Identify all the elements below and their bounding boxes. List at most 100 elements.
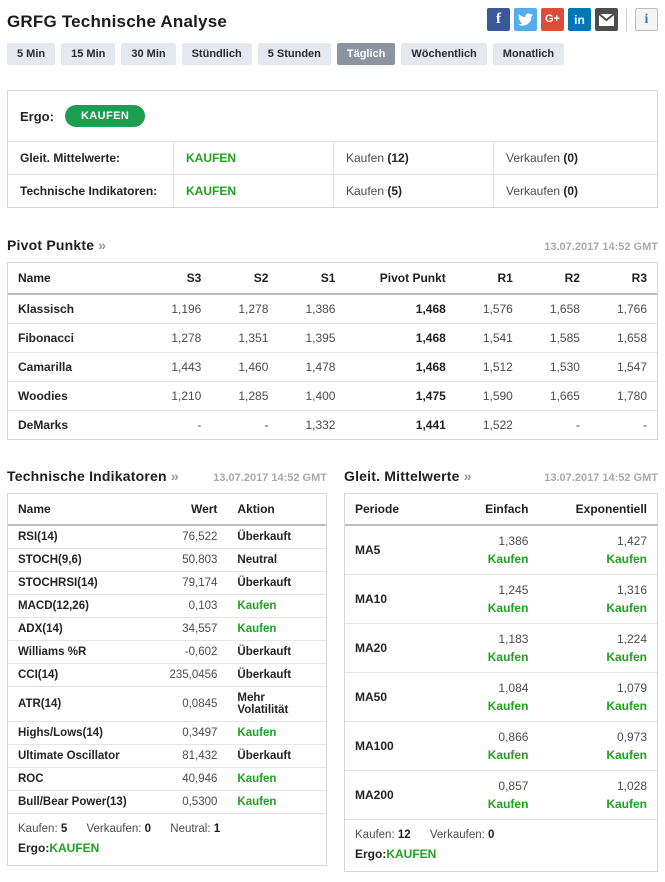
pivot-r3: 1,766 bbox=[616, 302, 647, 316]
pivot-point-value: 1,475 bbox=[345, 381, 456, 411]
indicator-action: Kaufen bbox=[227, 767, 326, 791]
timeframe-tab[interactable]: 5 Min bbox=[7, 43, 56, 65]
envelope-icon bbox=[599, 13, 614, 26]
twitter-bird-icon bbox=[518, 13, 533, 26]
timeframe-tab[interactable]: Stündlich bbox=[181, 43, 252, 65]
ergo-signal: KAUFEN bbox=[49, 841, 100, 855]
buy-label: Kaufen bbox=[346, 184, 385, 198]
pivot-s1: 1,395 bbox=[278, 323, 346, 353]
timeframe-tab[interactable]: 30 Min bbox=[121, 43, 176, 65]
pivot-r2: 1,530 bbox=[522, 352, 590, 382]
ma-simple-action: Kaufen bbox=[487, 650, 529, 664]
ma-section-head: Gleit. Mittelwerte » 13.07.2017 14:52 GM… bbox=[344, 468, 658, 484]
column-header: Periode bbox=[345, 494, 433, 526]
pivot-r3: 1,547 bbox=[589, 352, 657, 382]
ma-simple-cell: 0,866 Kaufen bbox=[432, 721, 539, 771]
pivot-r1: 1,541 bbox=[455, 323, 523, 353]
pivot-header-row: Name S3 S2 S1 Pivot Punkt R1 R2 R3 bbox=[8, 263, 657, 295]
indicators-ergo-line: Ergo:KAUFEN bbox=[18, 841, 316, 855]
indicator-value: 50,803 bbox=[151, 548, 228, 572]
ma-row: MA10 1,245 Kaufen 1,316 Kaufen bbox=[345, 574, 657, 624]
pivot-s2: 1,278 bbox=[238, 302, 269, 316]
ma-timestamp: 13.07.2017 14:52 GMT bbox=[544, 472, 658, 484]
column-header: Einfach bbox=[432, 494, 539, 526]
ma-exponential-cell: 1,028 Kaufen bbox=[538, 770, 657, 819]
pivot-s3: - bbox=[144, 410, 212, 439]
facebook-icon: f bbox=[496, 11, 501, 27]
summary-buy-count: Kaufen (12) bbox=[333, 142, 493, 174]
indicator-row: Bull/Bear Power(13) 0,5300 Kaufen bbox=[8, 790, 326, 813]
social-share-bar: f G+ in i bbox=[487, 8, 658, 31]
indicator-row: MACD(12,26) 0,103 Kaufen bbox=[8, 594, 326, 618]
pivot-name: Klassisch bbox=[18, 302, 75, 316]
timeframe-tab[interactable]: 5 Stunden bbox=[257, 43, 331, 65]
timeframe-tab[interactable]: Monatlich bbox=[492, 43, 565, 65]
bottom-columns: Technische Indikatoren » 13.07.2017 14:5… bbox=[7, 468, 658, 872]
ma-simple-cell: 1,183 Kaufen bbox=[432, 623, 539, 673]
email-share-button[interactable] bbox=[595, 8, 618, 31]
indicator-name: STOCHRSI(14) bbox=[8, 571, 152, 595]
ma-exponential-action: Kaufen bbox=[606, 797, 647, 811]
info-button[interactable]: i bbox=[635, 8, 658, 31]
pivot-s3: 1,443 bbox=[144, 352, 212, 382]
neutral-label: Neutral: bbox=[170, 823, 211, 835]
indicators-summary-counts: Kaufen: 5 Verkaufen: 0 Neutral: 1 bbox=[18, 823, 316, 835]
ma-table: Periode Einfach Exponentiell MA5 1,386 K bbox=[345, 494, 657, 819]
column-header: S1 bbox=[278, 263, 346, 295]
pivot-s1: 1,400 bbox=[278, 381, 346, 411]
ma-section-title-link[interactable]: Gleit. Mittelwerte » bbox=[344, 468, 472, 484]
moving-averages-section: Gleit. Mittelwerte » 13.07.2017 14:52 GM… bbox=[344, 468, 658, 872]
ma-period: MA100 bbox=[345, 721, 433, 771]
pivot-s3: 1,210 bbox=[144, 381, 212, 411]
indicator-name: ROC bbox=[8, 767, 152, 791]
neutral-count: 1 bbox=[213, 823, 221, 835]
column-header: Exponentiell bbox=[538, 494, 657, 526]
pivot-table-box: Name S3 S2 S1 Pivot Punkt R1 R2 R3 Klassisch 1,… bbox=[7, 262, 658, 440]
ma-simple-action: Kaufen bbox=[487, 699, 529, 713]
linkedin-share-button[interactable]: in bbox=[568, 8, 591, 31]
column-header: Wert bbox=[151, 494, 228, 526]
summary-sell-count: Verkaufen (0) bbox=[493, 175, 657, 207]
ma-period: MA50 bbox=[345, 672, 433, 722]
ma-exponential-cell: 1,224 Kaufen bbox=[538, 623, 657, 673]
ma-row: MA20 1,183 Kaufen 1,224 Kaufen bbox=[345, 623, 657, 673]
ma-simple-value: 1,183 bbox=[498, 632, 529, 646]
pivot-section-title-link[interactable]: Pivot Punkte » bbox=[7, 237, 106, 253]
pivot-r3: 1,658 bbox=[589, 323, 657, 353]
indicator-action: Überkauft bbox=[227, 571, 326, 595]
pivot-r2: 1,658 bbox=[549, 302, 580, 316]
pivot-s2: 1,351 bbox=[211, 323, 279, 353]
pivot-r1: 1,522 bbox=[455, 410, 523, 439]
pivot-point-value: 1,468 bbox=[345, 323, 456, 353]
indicators-timestamp: 13.07.2017 14:52 GMT bbox=[213, 472, 327, 484]
summary-box: Ergo: KAUFEN Gleit. Mittelwerte: KAUFEN … bbox=[7, 90, 658, 208]
column-header: Name bbox=[8, 494, 152, 526]
buy-count: 5 bbox=[60, 823, 68, 835]
pivot-r2: 1,585 bbox=[522, 323, 590, 353]
pivot-table: Name S3 S2 S1 Pivot Punkt R1 R2 R3 Klassisch 1,… bbox=[8, 263, 657, 439]
ma-row: MA100 0,866 Kaufen 0,973 Kaufen bbox=[345, 721, 657, 771]
timeframe-tab[interactable]: Wöchentlich bbox=[401, 43, 487, 65]
summary-buy-count: Kaufen (5) bbox=[333, 175, 493, 207]
column-header: Pivot Punkt bbox=[345, 263, 456, 295]
pivot-name: Camarilla bbox=[8, 352, 145, 382]
facebook-share-button[interactable]: f bbox=[487, 8, 510, 31]
ma-simple-value: 1,245 bbox=[498, 583, 529, 597]
pivot-r3: - bbox=[589, 410, 657, 439]
indicator-name: ATR(14) bbox=[8, 686, 152, 722]
twitter-share-button[interactable] bbox=[514, 8, 537, 31]
indicator-action: Kaufen bbox=[227, 790, 326, 813]
indicator-action: Mehr Volatilität bbox=[227, 686, 326, 722]
timeframe-tab[interactable]: Täglich bbox=[336, 43, 396, 65]
pivot-s2: 1,460 bbox=[211, 352, 279, 382]
googleplus-share-button[interactable]: G+ bbox=[541, 8, 564, 31]
timeframe-tab[interactable]: 15 Min bbox=[61, 43, 116, 65]
indicator-name: Ultimate Oscillator bbox=[8, 744, 152, 768]
pivot-s2: 1,285 bbox=[211, 381, 279, 411]
ma-simple-action: Kaufen bbox=[487, 748, 529, 762]
ma-exponential-value: 1,316 bbox=[616, 583, 647, 597]
indicators-section-title-link[interactable]: Technische Indikatoren » bbox=[7, 468, 179, 484]
ma-title-text: Gleit. Mittelwerte bbox=[344, 468, 460, 484]
indicators-title-text: Technische Indikatoren bbox=[7, 468, 167, 484]
ma-simple-cell: 0,857 Kaufen bbox=[432, 770, 539, 819]
